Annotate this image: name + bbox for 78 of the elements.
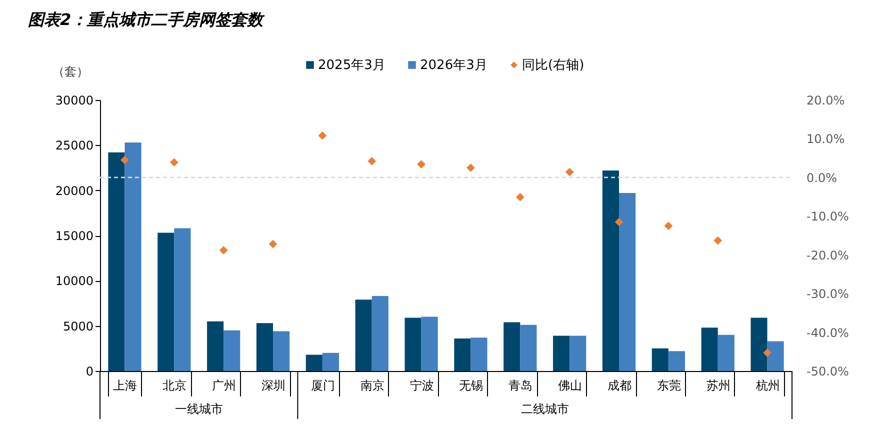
point [120, 156, 129, 164]
legend-label: 同比(右轴) [522, 58, 584, 73]
x-tick-label: 杭州 [754, 378, 780, 392]
y-tick-label: 20000 [55, 184, 94, 198]
x-tick-label: 厦门 [310, 378, 335, 392]
legend-label: 2026年3月 [420, 58, 488, 73]
bar [718, 334, 734, 371]
bar [306, 354, 322, 371]
bar [619, 193, 636, 371]
bar [322, 352, 339, 371]
x-tick-label: 北京 [162, 378, 187, 392]
point [565, 168, 574, 176]
point [170, 158, 178, 167]
bar [421, 316, 438, 371]
y-tick-label: 0 [86, 364, 94, 378]
bar [602, 170, 619, 371]
bar [570, 336, 586, 371]
bar [750, 318, 768, 371]
point [219, 246, 228, 254]
bar [454, 338, 471, 371]
y-axis-title: （套） [52, 64, 88, 78]
text: 一线城市 [174, 402, 223, 416]
y2-tick-label: -50.0% [806, 364, 849, 378]
chart-title: 图表2：重点城市二手房网签套数 [28, 10, 266, 29]
y-tick-label: 30000 [55, 94, 94, 108]
bar [668, 351, 685, 371]
x-tick-label: 宁波 [410, 378, 434, 392]
point [268, 240, 278, 248]
point [714, 236, 722, 245]
x-tick-label: 佛山 [558, 378, 582, 392]
bar [256, 323, 273, 371]
bar [108, 152, 125, 371]
point [614, 218, 624, 226]
bar [504, 322, 520, 371]
point [516, 192, 524, 202]
bar [470, 338, 488, 371]
point [763, 348, 772, 357]
y2-tick-label: 20.0% [806, 94, 845, 108]
bar [273, 331, 290, 371]
bar [224, 330, 240, 371]
x-tick-label: 成都 [608, 378, 632, 392]
y2-tick-label: -10.0% [806, 210, 849, 224]
y2-tick-label: -30.0% [806, 287, 849, 302]
point [318, 131, 327, 140]
point [417, 160, 426, 168]
y-tick-label: 25000 [55, 138, 94, 153]
bar [158, 232, 174, 371]
x-tick-label: 南京 [360, 378, 384, 392]
y2-tick-label: 0.0% [806, 170, 837, 185]
text: 二线城市 [520, 402, 569, 416]
point [466, 164, 475, 172]
y-tick-label: 5000 [62, 319, 94, 334]
bar [207, 321, 224, 371]
bar [124, 142, 142, 371]
bar [652, 348, 668, 371]
x-tick-label: 广州 [212, 378, 236, 392]
point [368, 156, 376, 166]
x-tick-label: 苏州 [706, 378, 730, 392]
x-tick-label: 深圳 [262, 378, 286, 392]
legend-label: 2025年3月 [318, 58, 386, 73]
bar [174, 228, 191, 371]
x-tick-label: 无锡 [459, 378, 484, 392]
y-tick-label: 10000 [55, 274, 94, 288]
bar [355, 300, 372, 371]
y2-tick-label: 10.0% [806, 132, 845, 146]
x-tick-label: 东莞 [656, 378, 681, 392]
y-tick-label: 15000 [55, 229, 94, 243]
bar [701, 328, 718, 371]
y2-tick-label: -40.0% [806, 326, 849, 340]
point [664, 222, 673, 230]
bar [520, 324, 537, 371]
bar [767, 341, 784, 371]
x-tick-label: 上海 [113, 378, 138, 392]
y2-tick-label: -20.0% [806, 248, 849, 262]
bar [372, 296, 388, 371]
bar [553, 336, 570, 371]
bar [404, 318, 422, 371]
x-tick-label: 青岛 [508, 378, 533, 392]
